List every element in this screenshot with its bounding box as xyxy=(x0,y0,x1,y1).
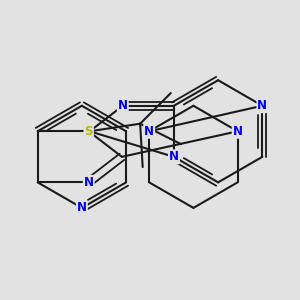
Text: N: N xyxy=(169,150,179,163)
Text: N: N xyxy=(84,176,94,189)
Text: N: N xyxy=(257,99,267,112)
Text: S: S xyxy=(85,125,93,138)
Text: N: N xyxy=(232,125,243,138)
Text: N: N xyxy=(118,99,128,112)
Text: N: N xyxy=(77,201,87,214)
Text: N: N xyxy=(144,125,154,138)
